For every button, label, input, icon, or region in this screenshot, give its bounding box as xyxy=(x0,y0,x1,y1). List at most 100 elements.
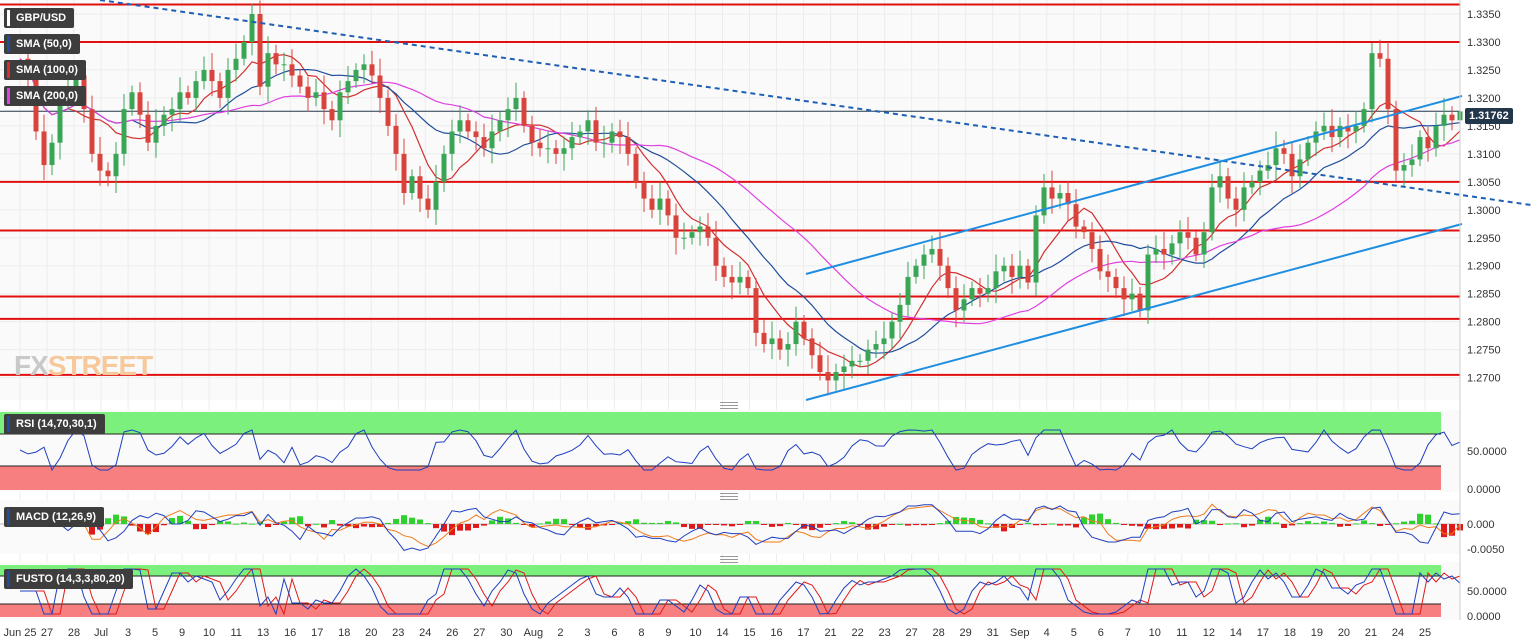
candle-body xyxy=(57,97,63,143)
x-tick-label: 7 xyxy=(1125,627,1131,639)
candle-body xyxy=(505,109,511,121)
pane-resize-handle[interactable] xyxy=(720,493,738,500)
macd-histogram-bar xyxy=(825,524,831,525)
candle-body xyxy=(177,92,183,110)
macd-histogram-bar xyxy=(385,522,391,524)
macd-histogram-bar xyxy=(1217,524,1223,526)
candle-body xyxy=(1257,170,1263,182)
macd-histogram-bar xyxy=(1409,520,1415,524)
macd-histogram-bar xyxy=(241,522,247,524)
macd-histogram-bar xyxy=(281,521,287,524)
candle-body xyxy=(1081,226,1087,233)
candle-body xyxy=(425,198,431,210)
macd-histogram-bar xyxy=(361,524,367,527)
candle-body xyxy=(137,92,143,115)
candle-body xyxy=(273,53,279,65)
macd-histogram-bar xyxy=(1257,519,1263,524)
candle-body xyxy=(1017,265,1023,277)
sma200-label: SMA (200,0) xyxy=(16,90,78,102)
candle-body xyxy=(353,69,359,82)
candle-body xyxy=(1201,232,1207,255)
macd-histogram-bar xyxy=(473,524,479,528)
macd-histogram-bar xyxy=(681,524,687,528)
channel-upper-line xyxy=(805,95,1463,275)
macd-histogram-bar xyxy=(1369,523,1375,525)
macd-histogram-bar xyxy=(785,522,791,524)
macd-badge[interactable]: MACD (12,26,9) xyxy=(4,507,105,527)
candle-body xyxy=(1393,109,1399,171)
candle-body xyxy=(713,237,719,266)
macd-histogram-bar xyxy=(1449,524,1455,536)
sma100-badge[interactable]: SMA (100,0) xyxy=(4,60,86,80)
pane-resize-handle[interactable] xyxy=(720,556,738,563)
candle-body xyxy=(401,153,407,194)
x-tick-label: 29 xyxy=(960,627,972,639)
sma50-badge[interactable]: SMA (50,0) xyxy=(4,34,80,54)
macd-histogram-bar xyxy=(1073,524,1079,528)
candle-body xyxy=(673,215,679,238)
macd-histogram-bar xyxy=(1297,523,1303,525)
candle-body xyxy=(1401,165,1407,171)
candle-body xyxy=(417,176,423,199)
macd-y-tick: 0.000 xyxy=(1467,519,1495,531)
x-tick-label: 2 xyxy=(557,627,563,639)
downtrend-dashed-line xyxy=(99,0,1531,206)
macd-histogram-bar xyxy=(585,524,591,530)
candle-body xyxy=(1185,232,1191,238)
candle-body xyxy=(793,321,799,345)
candle-body xyxy=(1097,248,1103,272)
y-tick-label: 1.2700 xyxy=(1467,373,1501,385)
sma200-badge[interactable]: SMA (200,0) xyxy=(4,86,86,106)
pane-resize-handle[interactable] xyxy=(720,402,738,409)
candle-body xyxy=(481,137,487,149)
macd-histogram-bar xyxy=(481,524,487,526)
symbol-badge[interactable]: GBP/USD xyxy=(4,8,75,28)
x-tick-label: 6 xyxy=(1098,627,1104,639)
macd-histogram-bar xyxy=(121,516,127,524)
candle-body xyxy=(657,198,663,210)
macd-histogram-bar xyxy=(1265,516,1271,524)
macd-histogram-bar xyxy=(161,524,167,526)
candle-body xyxy=(185,92,191,98)
rsi-badge[interactable]: RSI (14,70,30,1) xyxy=(4,414,105,434)
x-tick-label: 23 xyxy=(392,627,404,639)
macd-histogram-bar xyxy=(321,524,327,528)
macd-histogram-bar xyxy=(329,520,335,524)
macd-histogram-bar xyxy=(185,520,191,524)
macd-histogram-bar xyxy=(1065,524,1071,526)
candle-body xyxy=(1281,148,1287,154)
candle-body xyxy=(721,265,727,277)
candle-body xyxy=(905,276,911,305)
candle-body xyxy=(1289,153,1295,177)
candle-body xyxy=(1169,243,1175,255)
macd-histogram-bar xyxy=(153,524,159,533)
candle-body xyxy=(113,153,119,177)
candle-body xyxy=(1313,131,1319,143)
macd-histogram-bar xyxy=(193,524,199,530)
watermark-part1: FX xyxy=(14,350,49,381)
y-tick-label: 1.3100 xyxy=(1467,149,1501,161)
candle-body xyxy=(41,131,47,166)
y-tick-label: 1.3000 xyxy=(1467,205,1501,217)
fusto-badge[interactable]: FUSTO (14,3,3,80,20) xyxy=(4,569,133,589)
macd-histogram-bar xyxy=(217,521,223,524)
macd-histogram-bar xyxy=(1161,524,1167,529)
candle-body xyxy=(1049,187,1055,199)
macd-histogram-bar xyxy=(169,518,175,524)
x-tick-label: 24 xyxy=(1392,627,1404,639)
y-tick-label: 1.2900 xyxy=(1467,261,1501,273)
y-tick-label: 1.3300 xyxy=(1467,37,1501,49)
macd-histogram-bar xyxy=(897,523,903,525)
candle-body xyxy=(865,349,871,361)
candle-body xyxy=(169,109,175,115)
macd-histogram-bar xyxy=(129,524,135,526)
macd-histogram-bar xyxy=(625,521,631,524)
candle-body xyxy=(1409,159,1415,166)
macd-histogram-bar xyxy=(697,524,703,529)
x-tick-label: 21 xyxy=(1365,627,1377,639)
rsi-line xyxy=(19,429,1461,472)
candle-body xyxy=(201,69,207,82)
macd-histogram-bar xyxy=(729,524,735,527)
macd-histogram-bar xyxy=(593,524,599,527)
macd-histogram-bar xyxy=(1137,524,1143,527)
